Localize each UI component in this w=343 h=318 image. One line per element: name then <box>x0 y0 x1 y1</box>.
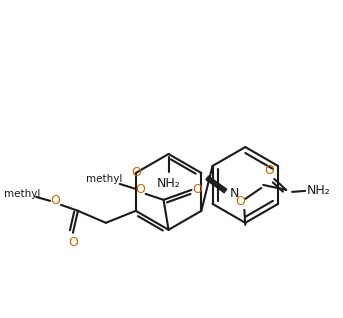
Text: NH₂: NH₂ <box>307 184 331 197</box>
Text: O: O <box>131 166 141 179</box>
Text: O: O <box>264 164 274 177</box>
Text: NH₂: NH₂ <box>157 177 180 190</box>
Text: O: O <box>235 195 245 208</box>
Text: O: O <box>50 194 60 207</box>
Text: O: O <box>136 183 145 197</box>
Text: O: O <box>192 183 202 197</box>
Text: methyl: methyl <box>4 189 40 199</box>
Text: O: O <box>68 236 78 249</box>
Text: methyl: methyl <box>85 174 122 184</box>
Text: N: N <box>229 187 239 200</box>
